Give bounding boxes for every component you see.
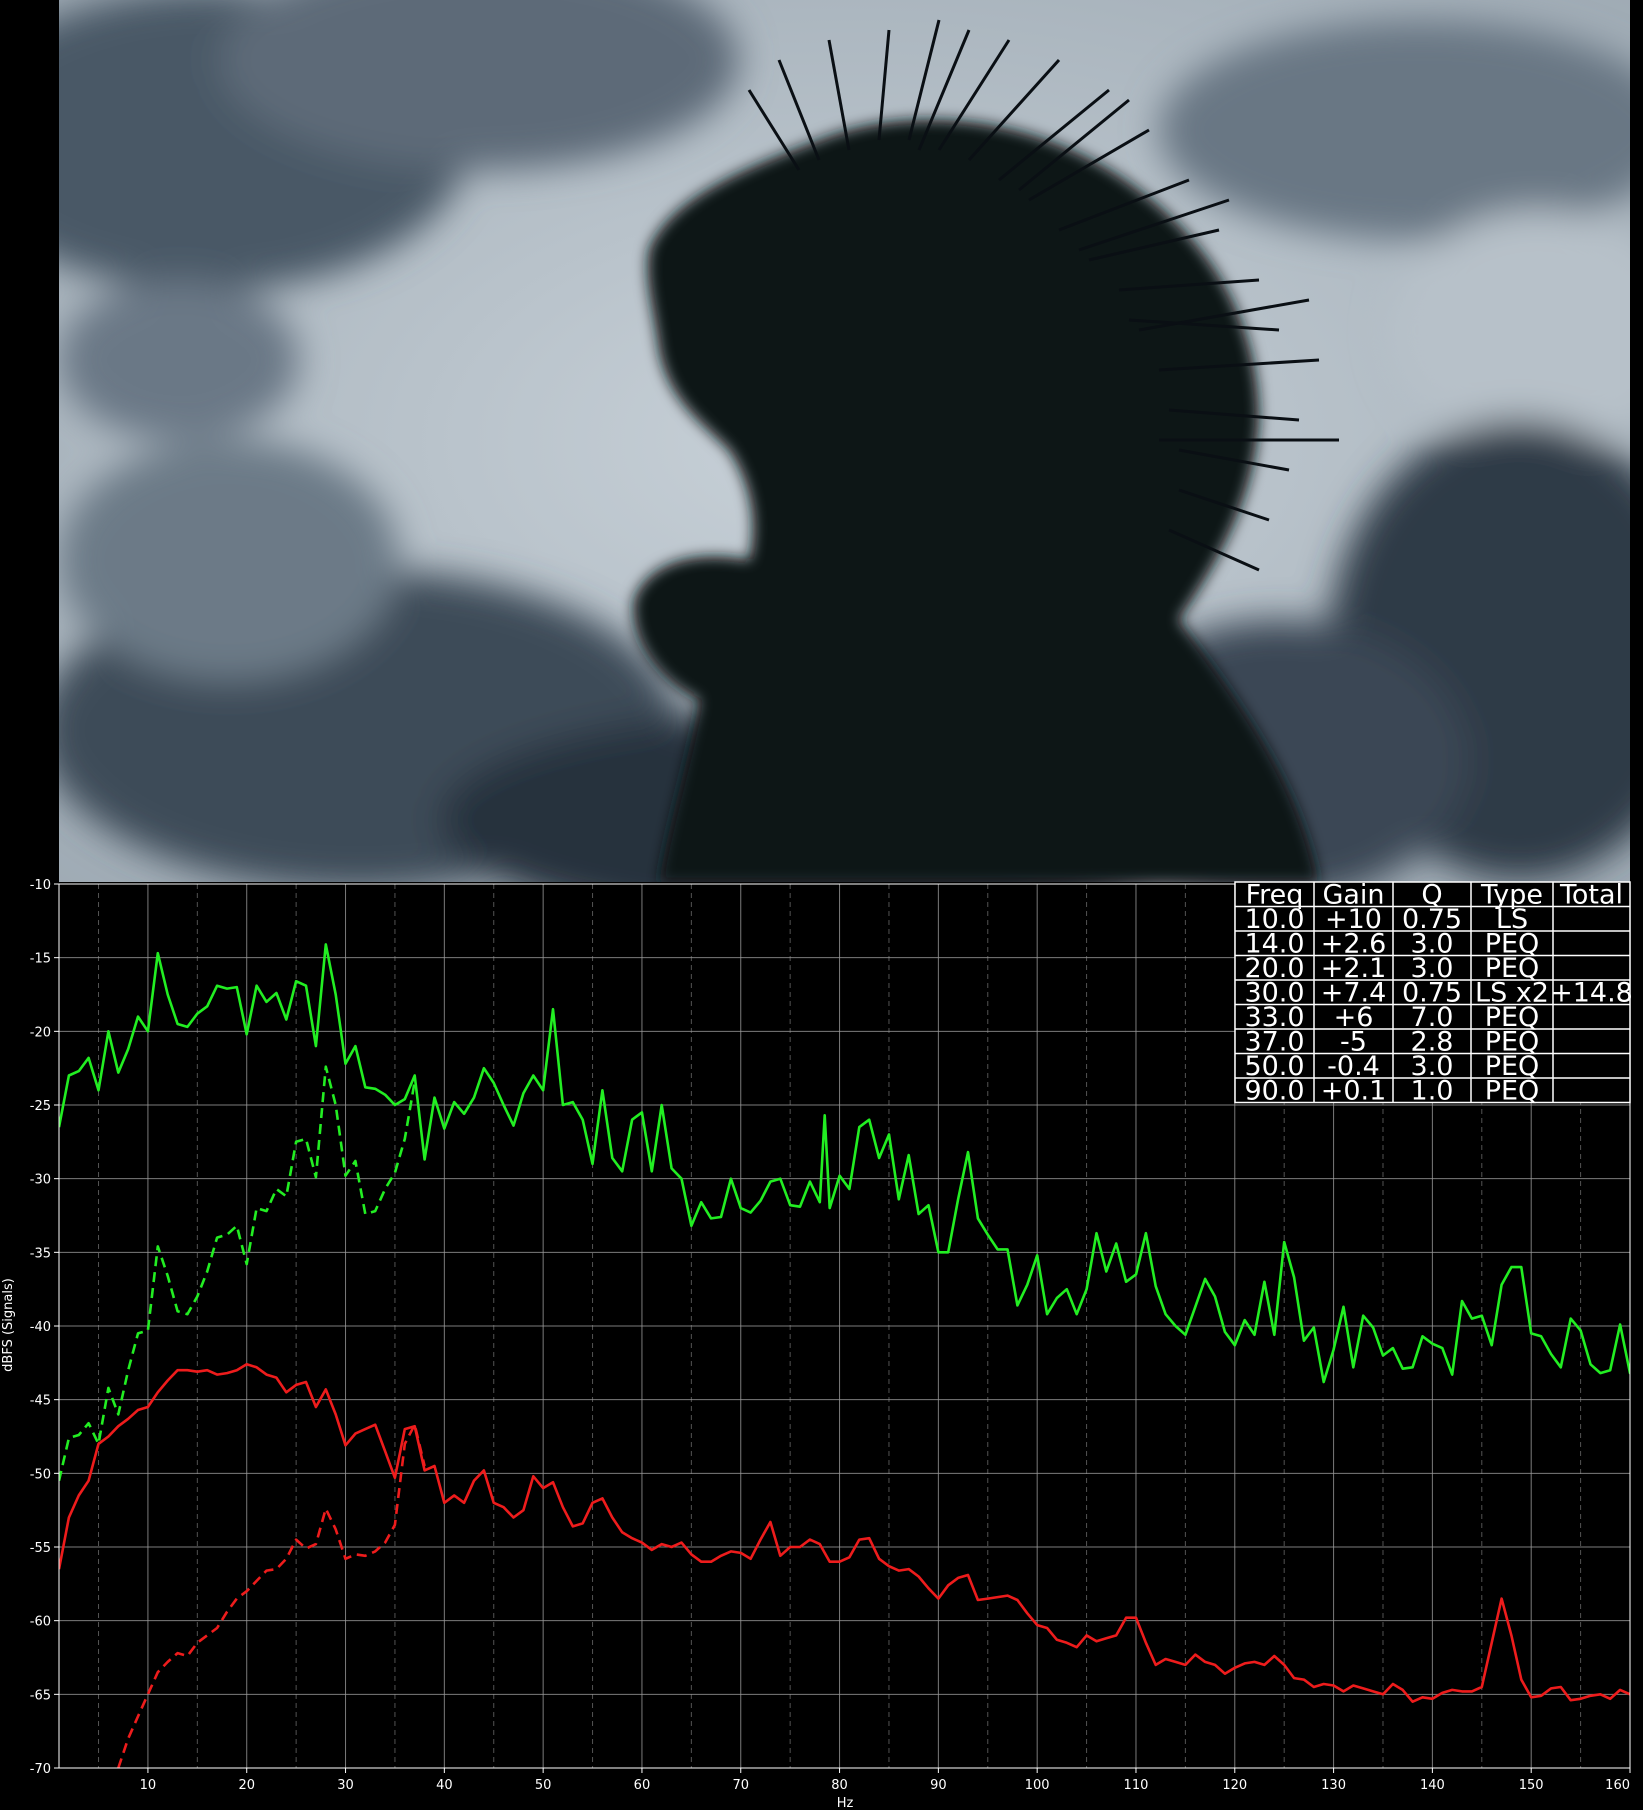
x-tick-label: 30 bbox=[337, 1778, 354, 1793]
y-tick-label: -70 bbox=[30, 1762, 51, 1777]
y-tick-label: -20 bbox=[30, 1025, 51, 1040]
filter-table-cell: 33.0 bbox=[1244, 1002, 1304, 1033]
filter-table-cell: PEQ bbox=[1485, 1027, 1540, 1058]
x-tick-label: 10 bbox=[140, 1778, 157, 1793]
series-line-3 bbox=[59, 1363, 1630, 1703]
y-tick-label: -65 bbox=[30, 1688, 51, 1703]
filter-table-cell: 3.0 bbox=[1411, 1051, 1454, 1082]
series-line-1 bbox=[59, 943, 1630, 1384]
filter-table-cell: PEQ bbox=[1485, 1076, 1540, 1107]
x-tick-label: 130 bbox=[1321, 1778, 1346, 1793]
filter-table-cell: 7.0 bbox=[1411, 1002, 1454, 1033]
porcupine-quills bbox=[747, 19, 1339, 572]
x-tick-label: 160 bbox=[1605, 1778, 1630, 1793]
y-tick-label: -55 bbox=[30, 1541, 51, 1556]
series-line-4 bbox=[117, 1423, 426, 1768]
y-tick-label: -30 bbox=[30, 1173, 51, 1188]
filter-table-cell: -5 bbox=[1340, 1027, 1367, 1058]
x-tick-label: 90 bbox=[930, 1778, 947, 1793]
filter-table-cell: LS bbox=[1496, 904, 1528, 935]
filter-table-cell: PEQ bbox=[1485, 1002, 1540, 1033]
filter-table-cell: LS x2 bbox=[1475, 978, 1549, 1009]
x-axis-ticks: 10 20 30 40 50 60 70 80 90 100 110 120 130 140 150 160 bbox=[140, 1768, 1631, 1793]
x-tick-label: 140 bbox=[1420, 1778, 1445, 1793]
y-tick-label: -25 bbox=[30, 1099, 51, 1114]
x-tick-label: 50 bbox=[535, 1778, 552, 1793]
filter-table-cell: 14.0 bbox=[1244, 929, 1304, 960]
y-axis-label: dBFS (Signals) bbox=[1, 1278, 16, 1372]
filter-table-header-cell: Total bbox=[1559, 880, 1623, 911]
x-tick-label: 110 bbox=[1124, 1778, 1149, 1793]
filter-table-cell: +2.6 bbox=[1321, 929, 1387, 960]
y-tick-label: -35 bbox=[30, 1246, 51, 1261]
y-axis-ticks: -10 -15 -20 -25 -30 -35 -40 -45 -50 -55 -60 -65 -70 bbox=[30, 878, 59, 1777]
x-tick-label: 100 bbox=[1025, 1778, 1050, 1793]
filter-table-header-cell: Q bbox=[1421, 880, 1442, 911]
filter-table-cell: +7.4 bbox=[1321, 978, 1387, 1009]
x-tick-label: 20 bbox=[238, 1778, 255, 1793]
filter-table: Freq Gain Q Type Total 10.0 +10 0.75 LS 14.0 +2.6 3… bbox=[1234, 880, 1633, 1107]
filter-table-cell: +0.1 bbox=[1321, 1076, 1387, 1107]
x-tick-label: 60 bbox=[634, 1778, 651, 1793]
filter-table-cell: 30.0 bbox=[1244, 978, 1304, 1009]
y-tick-label: -40 bbox=[30, 1320, 51, 1335]
filter-table-cell: +2.1 bbox=[1321, 953, 1387, 984]
filter-table-cell: 0.75 bbox=[1402, 904, 1462, 935]
filter-table-cell: 0.75 bbox=[1402, 978, 1462, 1009]
filter-table-cell: 20.0 bbox=[1244, 953, 1304, 984]
filter-table-cell: 2.8 bbox=[1411, 1027, 1454, 1058]
filter-table-cell: 3.0 bbox=[1411, 929, 1454, 960]
filter-table-cell: 90.0 bbox=[1244, 1076, 1304, 1107]
filter-table-cell: -0.4 bbox=[1327, 1051, 1380, 1082]
filter-table-cell: 37.0 bbox=[1244, 1027, 1304, 1058]
filter-table-cell: 1.0 bbox=[1411, 1076, 1454, 1107]
y-tick-label: -15 bbox=[30, 952, 51, 967]
filter-table-cell: PEQ bbox=[1485, 953, 1540, 984]
x-axis-label: Hz bbox=[837, 1796, 854, 1810]
filter-table-cell: +6 bbox=[1334, 1002, 1374, 1033]
filter-table-header-cell: Type bbox=[1480, 880, 1543, 911]
x-tick-label: 150 bbox=[1519, 1778, 1544, 1793]
filter-table-border bbox=[1234, 881, 1631, 1104]
filter-table-cell: PEQ bbox=[1485, 929, 1540, 960]
x-tick-label: 70 bbox=[732, 1778, 749, 1793]
filter-table-cell: 10.0 bbox=[1244, 904, 1304, 935]
porcupine-silhouette bbox=[633, 119, 1319, 882]
filter-table-cell: 3.0 bbox=[1411, 953, 1454, 984]
filter-table-cell: PEQ bbox=[1485, 1051, 1540, 1082]
x-tick-label: 120 bbox=[1222, 1778, 1247, 1793]
series-layer bbox=[59, 943, 1630, 1768]
porcupine-silhouette-artwork bbox=[59, 0, 1630, 882]
filter-table-header-cell: Freq bbox=[1246, 880, 1304, 911]
x-tick-label: 40 bbox=[436, 1778, 453, 1793]
y-tick-label: -60 bbox=[30, 1615, 51, 1630]
y-tick-label: -50 bbox=[30, 1467, 51, 1482]
y-tick-label: -45 bbox=[30, 1394, 51, 1409]
y-tick-label: -10 bbox=[30, 878, 51, 893]
series-line-2 bbox=[59, 1065, 416, 1481]
x-tick-label: 80 bbox=[831, 1778, 848, 1793]
filter-table-header-cell: Gain bbox=[1322, 880, 1384, 911]
filter-table-cell: +10 bbox=[1325, 904, 1382, 935]
filter-table-cell: +14.8 bbox=[1550, 978, 1633, 1009]
filter-table-cell: 50.0 bbox=[1244, 1051, 1304, 1082]
